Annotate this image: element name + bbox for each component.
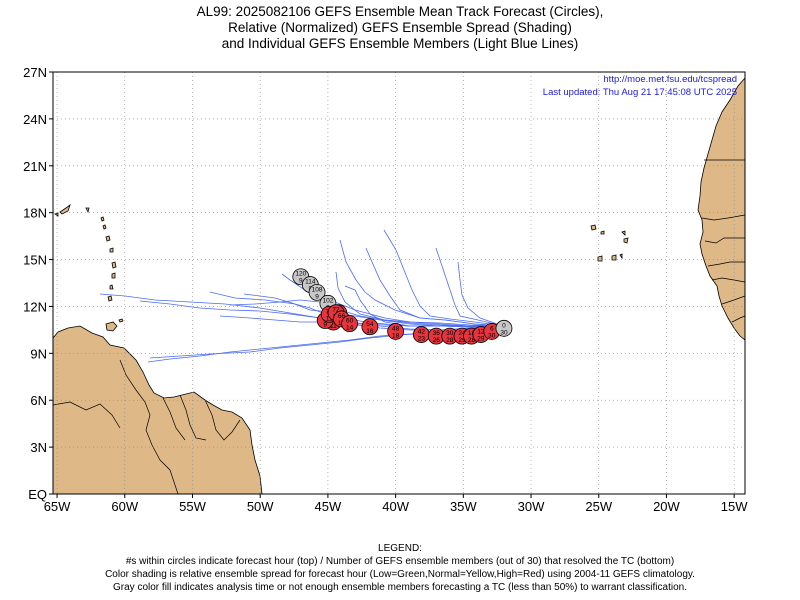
lat-tick-label: 9N bbox=[30, 346, 47, 361]
lon-tick-label: 15W bbox=[721, 499, 748, 514]
lat-tick-label: 27N bbox=[23, 65, 47, 80]
forecast-circle bbox=[341, 315, 358, 333]
credit-url[interactable]: http://moe.met.fsu.edu/tcspread bbox=[603, 74, 737, 85]
forecast-hour-label: 18 bbox=[468, 330, 476, 337]
mean-track-point: 030 bbox=[495, 319, 513, 337]
legend-line-3: Gray color fill indicates analysis time … bbox=[113, 582, 687, 593]
lon-tick-label: 50W bbox=[247, 499, 274, 514]
forecast-hour-label: 108 bbox=[312, 286, 323, 293]
lon-tick-label: 45W bbox=[315, 499, 342, 514]
member-count-label: 11 bbox=[326, 315, 333, 322]
forecast-circle bbox=[361, 318, 379, 336]
forecast-hour-label: 6 bbox=[490, 325, 494, 332]
lon-tick-label: 65W bbox=[44, 499, 71, 514]
forecast-hour-label: 12 bbox=[477, 329, 485, 336]
lon-tick-label: 55W bbox=[179, 499, 206, 514]
longitude-axis: 65W 60W 55W 50W 45W 40W 35W 30W 25W 20W 15W bbox=[44, 494, 748, 514]
member-count-label: 29 bbox=[458, 337, 466, 344]
title-line-3: and Individual GEFS Ensemble Members (Li… bbox=[221, 36, 579, 51]
trinidad-island bbox=[105, 321, 118, 332]
south-america-landmass bbox=[53, 325, 263, 494]
africa-landmass bbox=[697, 72, 745, 341]
legend-line-2: Color shading is relative ensemble sprea… bbox=[105, 569, 695, 580]
member-count-label: 16 bbox=[366, 328, 374, 335]
member-track bbox=[229, 299, 504, 327]
forecast-hour-label: 24 bbox=[458, 330, 466, 337]
lon-tick-label: 25W bbox=[585, 499, 612, 514]
lat-tick-label: 24N bbox=[23, 112, 47, 127]
member-count-label: 29 bbox=[477, 336, 485, 343]
forecast-hour-label: 60 bbox=[346, 318, 354, 325]
map-frame bbox=[52, 71, 746, 495]
forecast-hour-label: 102 bbox=[322, 297, 333, 304]
latitude-axis: EQ 3N 6N 9N 12N 15N 18N 21N 24N 27N bbox=[23, 65, 53, 502]
lon-tick-label: 40W bbox=[382, 499, 409, 514]
title-line-1: AL99: 2025082106 GEFS Ensemble Mean Trac… bbox=[196, 4, 604, 19]
africa-borders bbox=[701, 159, 745, 323]
member-track bbox=[435, 247, 504, 327]
member-count-label: 18 bbox=[392, 332, 400, 339]
member-count-label: 28 bbox=[468, 337, 476, 344]
lat-tick-label: 15N bbox=[23, 253, 47, 268]
legend-line-1: #s within circles indicate forecast hour… bbox=[125, 556, 675, 567]
lon-tick-label: 30W bbox=[518, 499, 545, 514]
lon-tick-label: 60W bbox=[111, 499, 138, 514]
member-count-label: 23 bbox=[418, 336, 426, 343]
member-track bbox=[344, 285, 503, 327]
forecast-hour-label: 66 bbox=[338, 313, 346, 320]
lesser-antilles bbox=[54, 203, 117, 302]
credit-last-updated: Last updated: Thu Aug 21 17:45:08 UTC 20… bbox=[543, 87, 737, 98]
member-count-label: 30 bbox=[500, 329, 508, 336]
legend: LEGEND: #s within circles indicate forec… bbox=[0, 542, 800, 594]
member-count-label: 11 bbox=[330, 323, 337, 330]
member-count-label: 9 bbox=[323, 322, 327, 329]
forecast-hour-label: 0 bbox=[502, 322, 506, 329]
chart-title: AL99: 2025082106 GEFS Ensemble Mean Trac… bbox=[0, 4, 800, 52]
cape-verde-islands bbox=[590, 224, 629, 262]
member-track bbox=[383, 229, 504, 327]
forecast-hour-label: 120 bbox=[295, 271, 306, 278]
forecast-hour-label: 42 bbox=[418, 329, 426, 336]
member-track bbox=[457, 261, 504, 327]
map-gridlines bbox=[53, 72, 745, 494]
lat-tick-label: 18N bbox=[23, 206, 47, 221]
lat-tick-label: EQ bbox=[28, 487, 47, 502]
member-count-label: 30 bbox=[488, 332, 496, 339]
tobago-island bbox=[118, 318, 124, 323]
lon-tick-label: 20W bbox=[653, 499, 680, 514]
forecast-circle bbox=[495, 319, 513, 337]
member-count-label: 14 bbox=[346, 325, 354, 332]
south-america-borders bbox=[53, 359, 241, 494]
lat-tick-label: 21N bbox=[23, 159, 47, 174]
forecast-hour-label: 30 bbox=[446, 330, 454, 337]
member-count-label: 28 bbox=[446, 337, 454, 344]
forecast-circle bbox=[308, 283, 326, 301]
member-count-label: 9 bbox=[299, 278, 303, 285]
forecast-hour-label: 48 bbox=[392, 325, 400, 332]
forecast-hour-label: 36 bbox=[433, 330, 441, 337]
member-count-label: 26 bbox=[433, 337, 441, 344]
forecast-hour-label: 54 bbox=[366, 321, 374, 328]
title-line-2: Relative (Normalized) GEFS Ensemble Spre… bbox=[228, 20, 572, 35]
lat-tick-label: 3N bbox=[30, 440, 47, 455]
forecast-hour-label: 72 bbox=[332, 307, 340, 314]
lon-tick-label: 35W bbox=[450, 499, 477, 514]
forecast-circle bbox=[387, 323, 405, 340]
lat-tick-label: 12N bbox=[23, 299, 47, 314]
legend-heading: LEGEND: bbox=[378, 543, 422, 554]
member-count-label: 9 bbox=[315, 293, 319, 300]
lat-tick-label: 6N bbox=[30, 393, 47, 408]
forecast-hour-label: 114 bbox=[305, 279, 316, 286]
mean-track-forecast: 1209114910891029961090118497811721266136… bbox=[292, 268, 513, 345]
member-track bbox=[339, 239, 504, 327]
